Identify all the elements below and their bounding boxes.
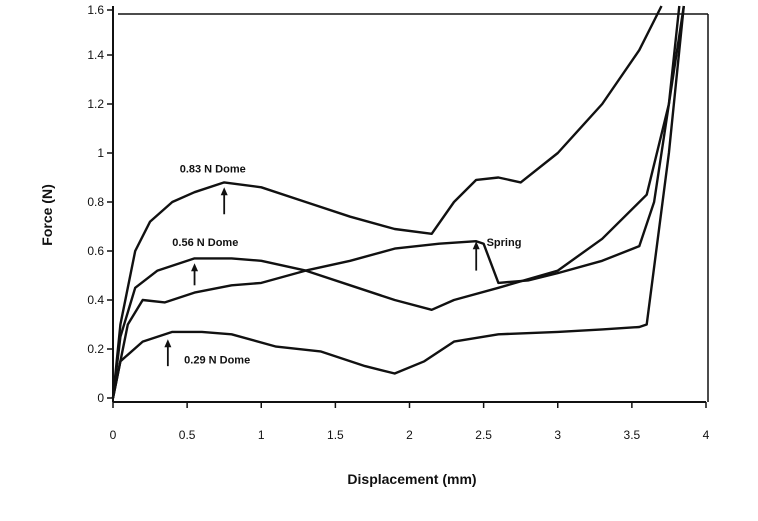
x-tick-label: 3: [554, 428, 561, 442]
y-tick-label: 0.8: [87, 195, 104, 209]
y-tick-label: 0: [97, 391, 104, 405]
x-tick-label: 0.5: [179, 428, 196, 442]
x-tick-label: 0: [110, 428, 117, 442]
series-group: 0.83 N Dome 0.56 N Dome Spring 0.29 N Dome: [111, 5, 685, 399]
y-tick-label: 1: [97, 146, 104, 160]
x-tick-label: 4: [703, 428, 710, 442]
x-axis-label: Displacement (mm): [347, 471, 476, 487]
series-label-0-56-n-dome: 0.56 N Dome: [172, 237, 238, 249]
series-line-0-56-n-dome: [111, 5, 685, 399]
series-label-0-83-n-dome: 0.83 N Dome: [180, 164, 246, 176]
y-tick-label: 0.2: [87, 342, 104, 356]
x-tick-label: 1: [258, 428, 265, 442]
series-label-spring: Spring: [487, 237, 522, 249]
arrow-head-icon-0-83-n-dome: [220, 187, 228, 196]
y-tick-label: 1.2: [87, 97, 104, 111]
series-label-0-29-n-dome: 0.29 N Dome: [184, 355, 250, 367]
y-tick-label: 0.6: [87, 244, 104, 258]
x-tick-label: 2: [406, 428, 413, 442]
arrow-head-icon-0-56-n-dome: [191, 263, 199, 272]
series-line-spring: [111, 5, 681, 399]
x-tick-label: 3.5: [624, 428, 641, 442]
y-tick-label: 1.6: [87, 3, 104, 17]
arrow-head-icon-spring: [472, 241, 480, 250]
y-tick-label: 0.4: [87, 293, 104, 307]
y-axis-label: Force (N): [39, 184, 55, 245]
x-tick-label: 2.5: [475, 428, 492, 442]
series-line-0-29-n-dome: [111, 5, 685, 399]
x-tick-label: 1.5: [327, 428, 344, 442]
y-tick-label: 1.4: [87, 48, 104, 62]
axes: 0 0.2 0.4 0.6 0.8 1 1.2 1.4 1.6 0 0.5 1 1.5 2 2.5 3 3.5 4: [87, 3, 709, 442]
arrow-head-icon-0-29-n-dome: [164, 339, 172, 348]
series-line-0-83-n-dome: [111, 5, 663, 399]
